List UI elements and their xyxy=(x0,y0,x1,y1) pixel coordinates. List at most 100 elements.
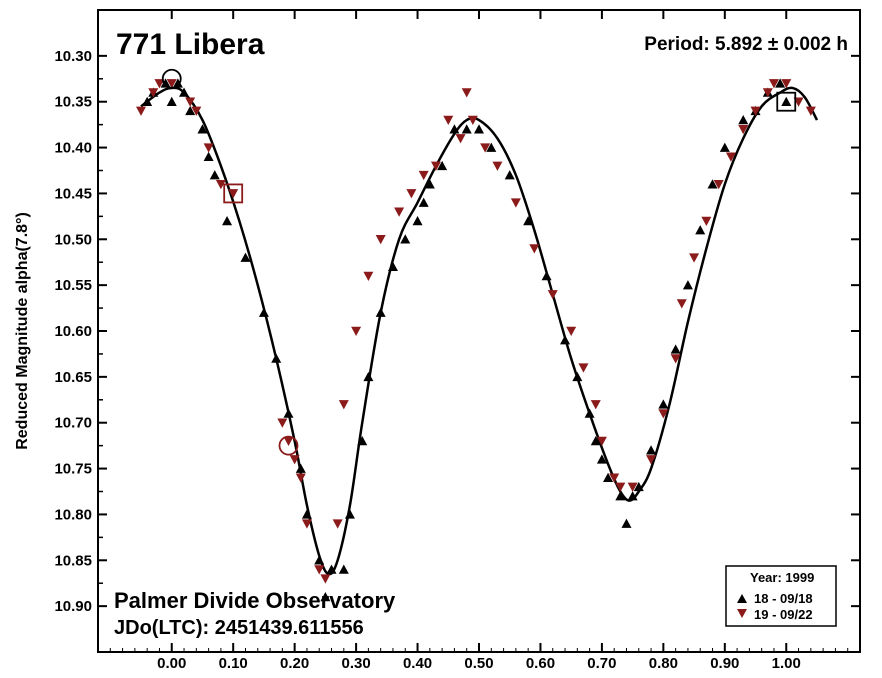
period-label: Period: 5.892 ± 0.002 h xyxy=(644,34,848,55)
data-point-series-1 xyxy=(596,454,607,464)
data-point-series-1 xyxy=(283,408,294,418)
data-point-series-2 xyxy=(701,216,712,226)
data-point-series-1 xyxy=(449,124,460,134)
data-point-series-2 xyxy=(578,363,589,373)
data-point-series-1 xyxy=(646,445,657,455)
data-point-series-2 xyxy=(283,436,294,447)
data-point-series-1 xyxy=(344,509,355,519)
data-point-series-1 xyxy=(541,270,552,281)
data-point-series-1 xyxy=(387,261,398,272)
data-point-series-1 xyxy=(523,215,534,226)
legend: Year: 1999 18 - 09/18 19 - 09/22 xyxy=(725,565,837,627)
data-points-layer xyxy=(136,78,816,602)
y-tick-label: 10.65 xyxy=(54,369,92,386)
y-tick-label: 10.80 xyxy=(54,506,92,523)
data-point-series-1 xyxy=(775,78,786,88)
data-point-series-2 xyxy=(646,455,657,465)
y-tick-label: 10.35 xyxy=(54,94,92,111)
data-point-series-2 xyxy=(805,106,816,116)
data-point-series-2 xyxy=(166,79,177,89)
data-point-series-1 xyxy=(572,371,583,382)
data-point-series-1 xyxy=(486,142,497,152)
y-tick-label: 10.90 xyxy=(54,598,92,615)
data-point-series-1 xyxy=(695,225,706,235)
legend-marker-down xyxy=(737,609,747,618)
data-point-series-2 xyxy=(750,106,761,116)
data-point-series-2 xyxy=(676,299,687,309)
data-point-series-1 xyxy=(621,518,632,528)
observatory-label: Palmer Divide Observatory xyxy=(114,588,396,613)
data-point-series-2 xyxy=(529,244,540,254)
data-point-series-1 xyxy=(203,151,214,161)
data-point-series-1 xyxy=(326,564,337,574)
x-tick-label: 0.90 xyxy=(710,655,739,672)
data-point-series-1 xyxy=(209,170,220,180)
legend-marker-up xyxy=(737,594,747,603)
data-point-series-1 xyxy=(301,509,312,519)
annotations-layer xyxy=(161,68,797,456)
data-point-series-2 xyxy=(228,189,239,199)
data-point-series-1 xyxy=(222,215,233,226)
data-point-series-2 xyxy=(289,455,300,465)
data-point-series-1 xyxy=(627,491,638,501)
data-point-series-1 xyxy=(295,463,306,473)
y-tick-label: 10.55 xyxy=(54,277,92,294)
data-point-series-2 xyxy=(738,124,749,135)
data-point-series-2 xyxy=(338,400,349,410)
legend-title: Year: 1999 xyxy=(750,570,814,585)
data-point-series-1 xyxy=(179,87,190,97)
data-point-series-1 xyxy=(738,115,749,125)
data-point-series-2 xyxy=(185,97,196,107)
data-point-series-2 xyxy=(566,326,577,336)
data-point-series-1 xyxy=(357,436,368,446)
data-point-series-1 xyxy=(400,234,411,244)
data-point-series-1 xyxy=(363,371,374,382)
data-point-series-1 xyxy=(584,408,595,418)
data-point-series-1 xyxy=(633,481,644,492)
y-axis-label: Reduced Magnitude alpha(7.8°) xyxy=(14,212,31,450)
data-point-series-1 xyxy=(314,555,325,565)
data-point-series-2 xyxy=(443,115,454,126)
data-point-series-2 xyxy=(510,198,521,208)
data-point-series-2 xyxy=(725,152,736,162)
data-point-series-2 xyxy=(136,106,147,116)
y-axis: 10.30 10.35 10.40 10.45 10.50 10.55 10.60 10.65… xyxy=(54,48,860,615)
data-point-series-1 xyxy=(412,215,423,226)
data-point-series-2 xyxy=(203,143,214,153)
data-point-series-1 xyxy=(615,491,626,501)
data-point-series-1 xyxy=(461,124,472,134)
data-point-series-2 xyxy=(590,400,601,410)
data-point-series-2 xyxy=(658,409,669,419)
data-point-series-2 xyxy=(461,88,472,98)
data-point-series-2 xyxy=(351,326,362,336)
data-point-series-2 xyxy=(314,565,325,575)
data-point-series-2 xyxy=(375,235,386,245)
data-point-series-1 xyxy=(185,105,196,116)
legend-entry-1: 18 - 09/18 xyxy=(754,591,813,606)
x-tick-label: 0.10 xyxy=(219,655,248,672)
y-tick-label: 10.45 xyxy=(54,185,92,202)
y-tick-label: 10.75 xyxy=(54,461,92,478)
data-point-series-2 xyxy=(301,519,312,529)
data-point-series-2 xyxy=(713,180,724,190)
data-point-series-1 xyxy=(719,142,730,152)
data-point-series-1 xyxy=(320,591,331,602)
data-point-series-2 xyxy=(670,354,681,364)
data-point-series-2 xyxy=(609,473,620,483)
data-point-series-2 xyxy=(418,170,429,181)
x-tick-label: 0.70 xyxy=(587,655,616,672)
data-point-series-2 xyxy=(455,134,466,144)
data-point-series-1 xyxy=(504,170,515,180)
point-square-marker xyxy=(223,183,244,204)
data-point-series-2 xyxy=(320,574,331,584)
data-point-series-1 xyxy=(437,160,448,171)
data-point-series-2 xyxy=(430,161,441,171)
point-circle-marker xyxy=(278,435,299,456)
data-point-series-1 xyxy=(166,96,177,106)
data-point-series-1 xyxy=(338,564,349,574)
x-tick-label: 0.00 xyxy=(157,655,186,672)
x-tick-label: 0.40 xyxy=(403,655,432,672)
data-point-series-1 xyxy=(424,179,435,189)
data-point-series-1 xyxy=(197,124,208,134)
